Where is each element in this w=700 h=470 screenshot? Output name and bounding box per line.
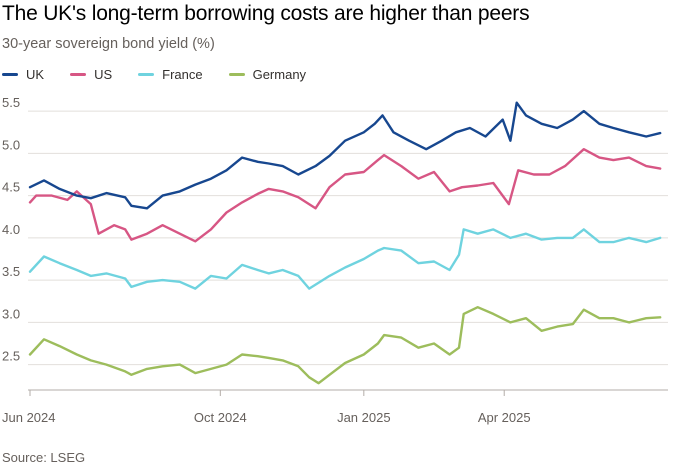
series-line-france: [28, 228, 662, 290]
series-line-us: [28, 148, 662, 243]
legend-label-us: US: [94, 66, 113, 82]
legend-item-uk: UK: [2, 67, 44, 82]
legend: UK US France Germany: [2, 65, 332, 83]
source-note: Source: LSEG: [2, 450, 86, 465]
series-line-germany: [28, 306, 662, 385]
legend-label-uk: UK: [26, 66, 45, 82]
chart-subtitle: 30-year sovereign bond yield (%): [2, 36, 215, 52]
legend-label-france: France: [162, 66, 203, 82]
legend-swatch-germany: [228, 72, 245, 76]
y-tick-label: 3.0: [2, 306, 20, 321]
legend-swatch-us: [70, 72, 87, 76]
legend-swatch-france: [138, 72, 155, 76]
legend-swatch-uk: [2, 72, 18, 76]
series-line-uk: [28, 101, 662, 210]
legend-item-germany: Germany: [228, 66, 307, 82]
x-tick-label: Apr 2025: [478, 410, 531, 425]
x-tick-label: Jan 2025: [337, 410, 391, 425]
legend-item-france: France: [138, 66, 203, 82]
y-tick-label: 5.0: [2, 137, 20, 152]
chart-area: 2.5 3.0 3.5 4.0 4.5 5.0 5.5 Jun 2024 Oct 2024 Jan…: [0, 90, 700, 440]
y-tick-label: 3.5: [2, 264, 20, 279]
y-tick-label: 5.5: [2, 95, 20, 110]
x-tick-label: Oct 2024: [194, 410, 247, 425]
chart-title: The UK's long-term borrowing costs are h…: [2, 2, 530, 25]
legend-item-us: US: [70, 67, 112, 82]
legend-label-germany: Germany: [252, 66, 307, 82]
y-tick-label: 2.5: [2, 349, 20, 364]
x-tick-label: Jun 2024: [2, 410, 56, 425]
line-chart: 2.5 3.0 3.5 4.0 4.5 5.0 5.5 Jun 2024 Oct 2024 Jan…: [2, 95, 668, 425]
y-tick-label: 4.0: [2, 222, 20, 237]
y-tick-label: 4.5: [2, 180, 20, 195]
